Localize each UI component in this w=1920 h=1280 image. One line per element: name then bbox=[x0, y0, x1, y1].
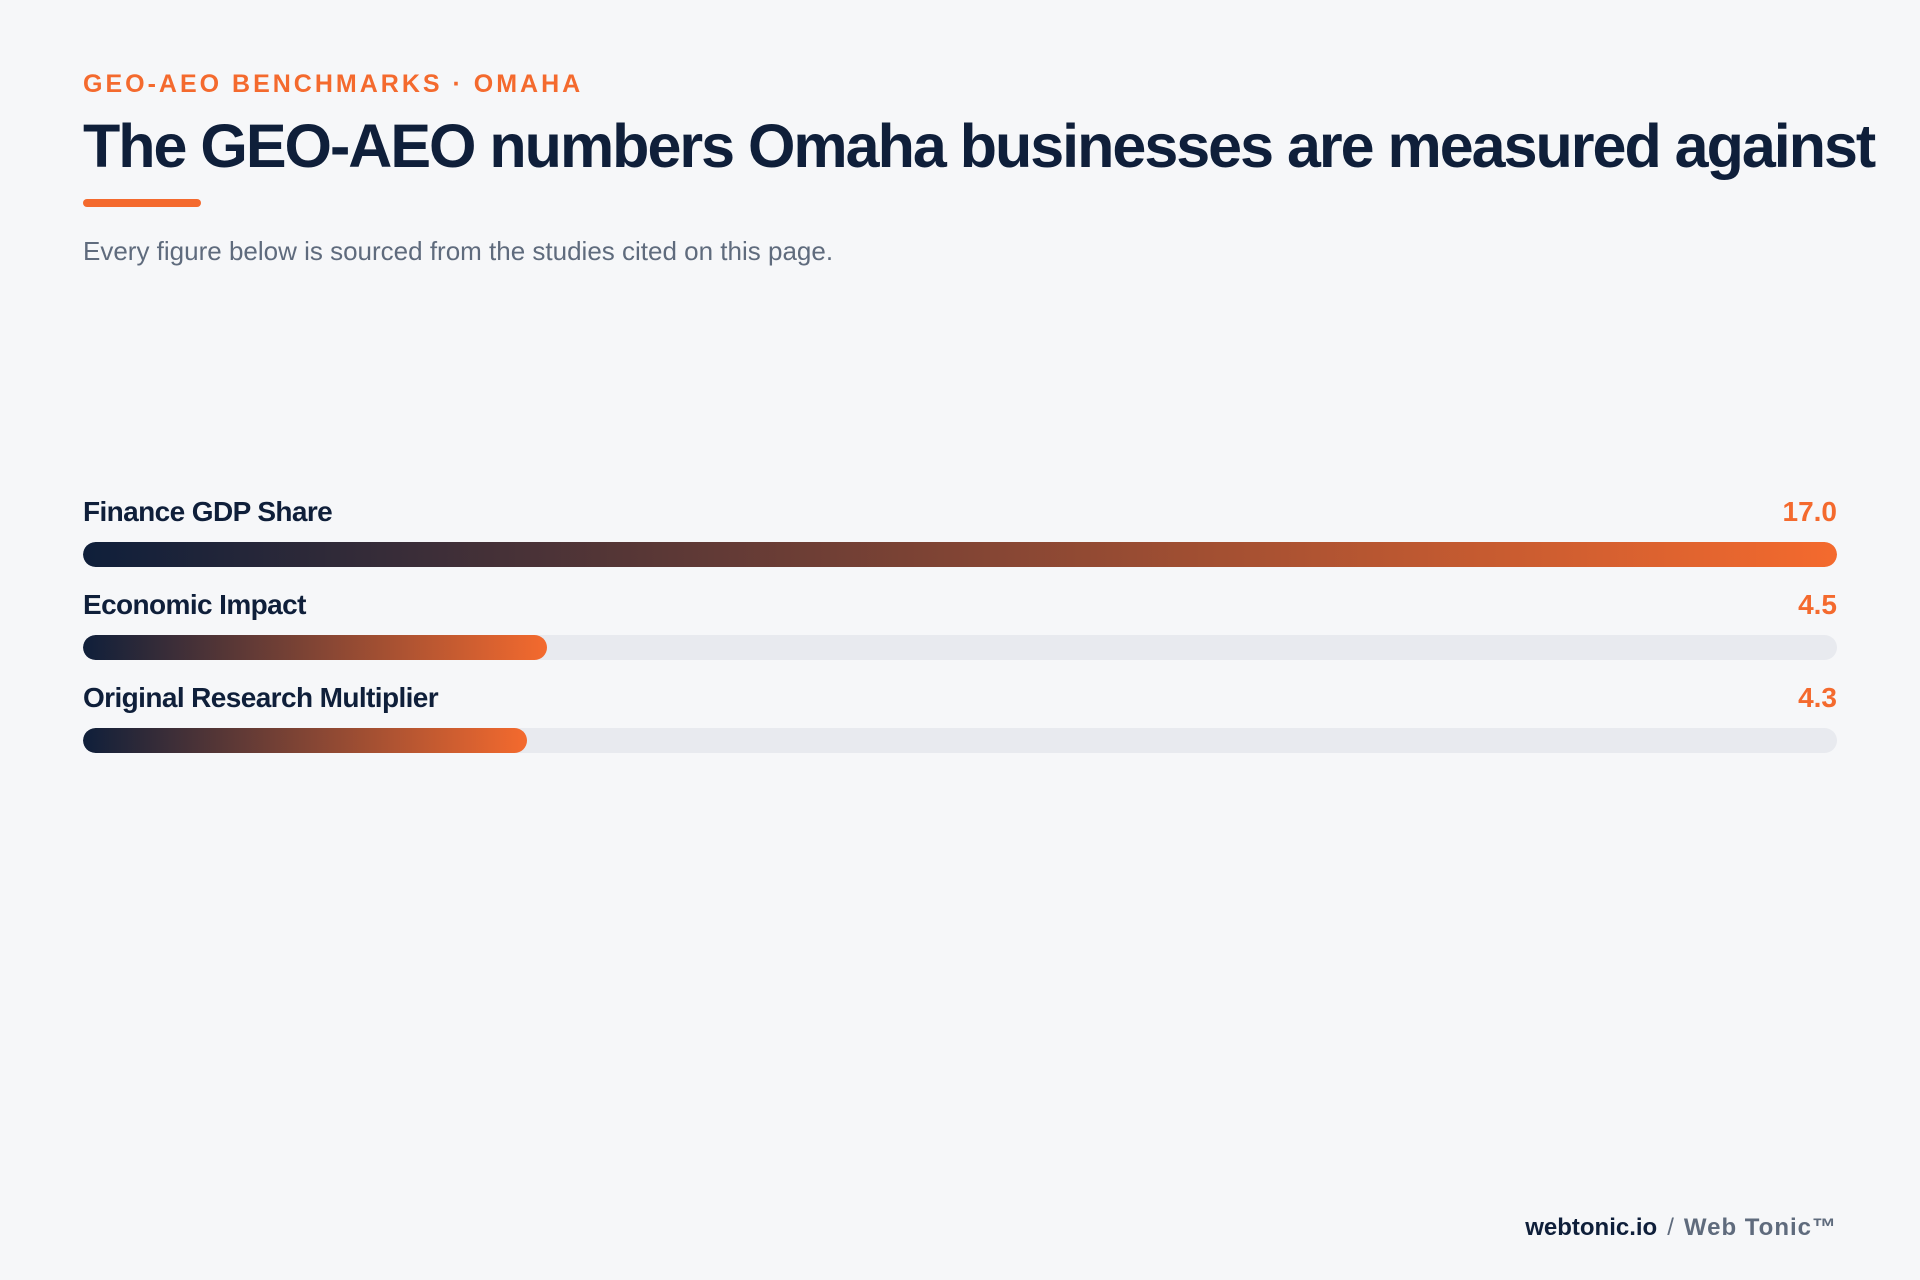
bar-track bbox=[83, 728, 1837, 753]
bar-fill bbox=[83, 635, 548, 660]
bar-label: Economic Impact bbox=[83, 589, 306, 620]
bar-row: Original Research Multiplier 4.3 bbox=[83, 682, 1837, 775]
bar-row: Finance GDP Share 17.0 bbox=[83, 496, 1837, 589]
footer-brand: Web Tonic™ bbox=[1683, 1214, 1837, 1241]
bar-row: Economic Impact 4.5 bbox=[83, 589, 1837, 682]
page-title: The GEO-AEO numbers Omaha businesses are… bbox=[83, 112, 1876, 180]
page-subtitle: Every figure below is sourced from the s… bbox=[83, 236, 834, 266]
title-accent-rule bbox=[83, 199, 201, 207]
bar-value-label: 4.5 bbox=[1798, 589, 1837, 620]
bar-label: Finance GDP Share bbox=[83, 496, 333, 527]
bar-track bbox=[83, 542, 1837, 567]
bar-value-label: 17.0 bbox=[1782, 496, 1838, 527]
footer-domain[interactable]: webtonic.io bbox=[1525, 1214, 1658, 1241]
bar-value-label: 4.3 bbox=[1798, 682, 1837, 713]
bar-fill bbox=[83, 542, 1837, 567]
eyebrow: GEO-AEO BENCHMARKS · OMAHA bbox=[83, 70, 584, 98]
bar-fill bbox=[83, 728, 527, 753]
bar-track bbox=[83, 635, 1837, 660]
footer-separator: / bbox=[1667, 1214, 1674, 1241]
footer: webtonic.io / Web Tonic™ bbox=[1525, 1214, 1837, 1242]
bar-chart: Finance GDP Share 17.0 Economic Impact 4.5 O… bbox=[83, 496, 1837, 775]
bar-label: Original Research Multiplier bbox=[83, 682, 439, 713]
